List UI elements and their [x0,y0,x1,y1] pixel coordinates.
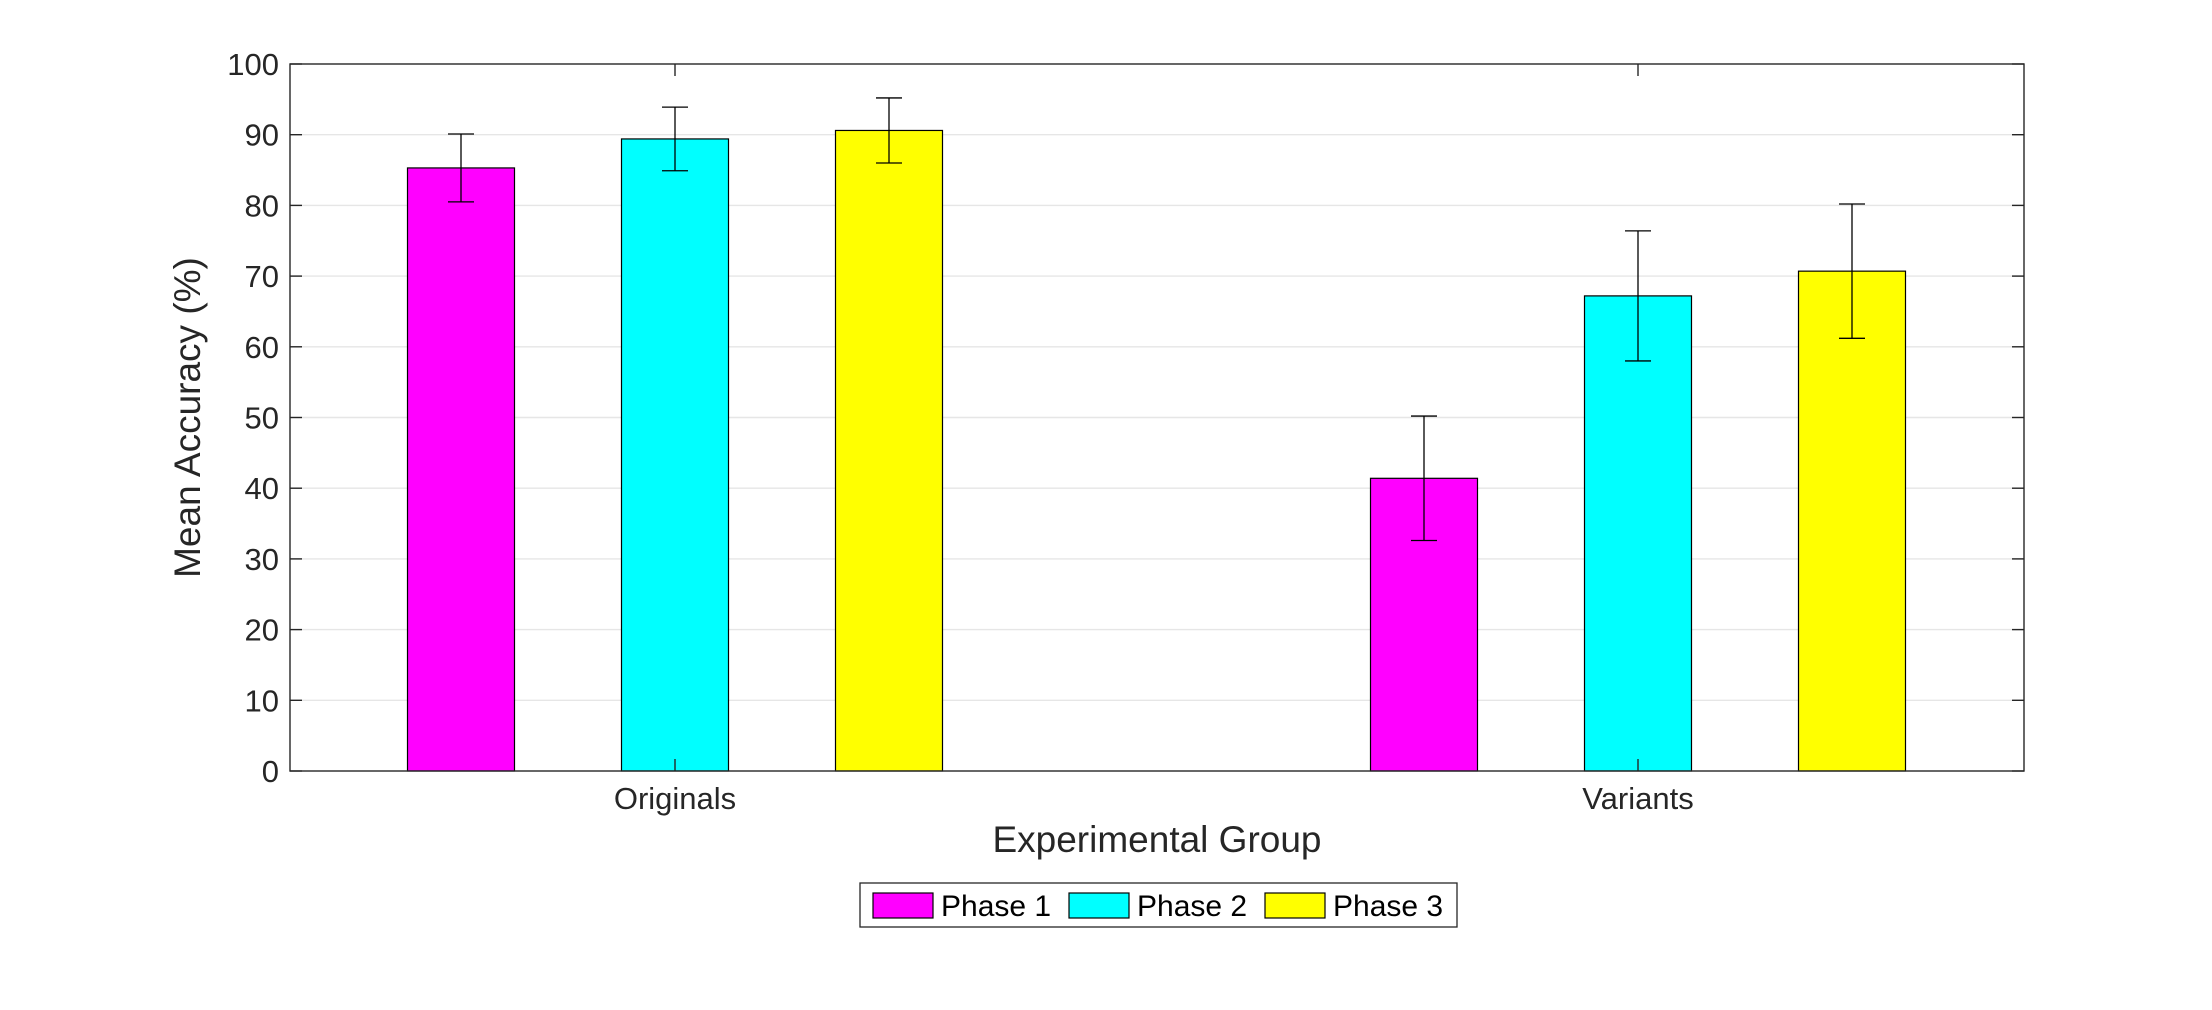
error-bar [1625,230,1651,362]
legend-swatch [1068,892,1130,919]
y-tick-label: 90 [245,118,279,153]
x-tick-label: Variants [1582,781,1693,816]
bar-phase-3-variants [1797,270,1907,772]
y-tick-label: 100 [227,47,279,82]
y-tick-label: 30 [245,542,279,577]
legend-entry: Phase 1 [872,890,1051,923]
y-tick-label: 10 [245,683,279,718]
error-bar [662,106,688,172]
bar-phase-1-originals [406,167,516,772]
axis-ticks [290,63,2024,772]
legend-entry: Phase 2 [1068,890,1247,923]
error-bar [876,97,902,164]
y-tick-label: 0 [262,754,279,789]
y-axis-tick-labels: 0 10 20 30 40 50 60 70 80 90 100 [227,47,279,789]
error-bar [448,133,474,203]
bar-phase-3-originals [834,129,944,772]
legend: Phase 1 Phase 2 Phase 3 [859,882,1458,928]
y-tick-label: 40 [245,471,279,506]
error-bar [1411,415,1437,542]
y-tick-label: 70 [245,259,279,294]
bar-phase-2-variants [1583,295,1693,772]
grid-lines [290,133,2024,701]
x-axis-tick-labels: Originals Variants [614,781,1694,816]
y-tick-label: 80 [245,188,279,223]
y-tick-label: 50 [245,401,279,436]
x-tick-label: Originals [614,781,736,816]
y-axis-title: Mean Accuracy (%) [167,257,208,578]
error-bar [1839,203,1865,339]
y-tick-label: 20 [245,613,279,648]
x-axis-title: Experimental Group [992,819,1321,860]
legend-label: Phase 2 [1137,890,1247,923]
legend-box [859,882,1458,928]
y-tick-label: 60 [245,330,279,365]
bar-phase-2-originals [620,138,730,772]
legend-entry: Phase 3 [1264,890,1443,923]
legend-label: Phase 1 [941,890,1051,923]
legend-swatch [1264,892,1326,919]
error-bars [448,97,1865,542]
legend-swatch [872,892,934,919]
legend-label: Phase 3 [1333,890,1443,923]
